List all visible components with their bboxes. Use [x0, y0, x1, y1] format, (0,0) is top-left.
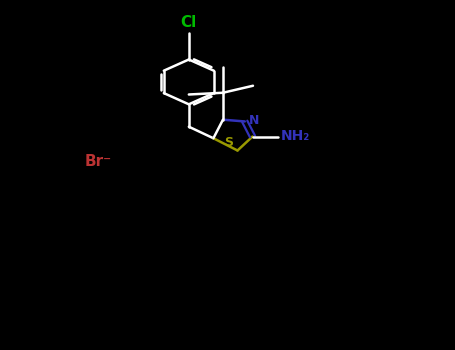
- Text: S: S: [224, 136, 233, 149]
- Text: NH₂: NH₂: [281, 130, 310, 144]
- Text: N: N: [248, 114, 259, 127]
- Text: Cl: Cl: [181, 15, 197, 30]
- Text: Br⁻: Br⁻: [84, 154, 111, 168]
